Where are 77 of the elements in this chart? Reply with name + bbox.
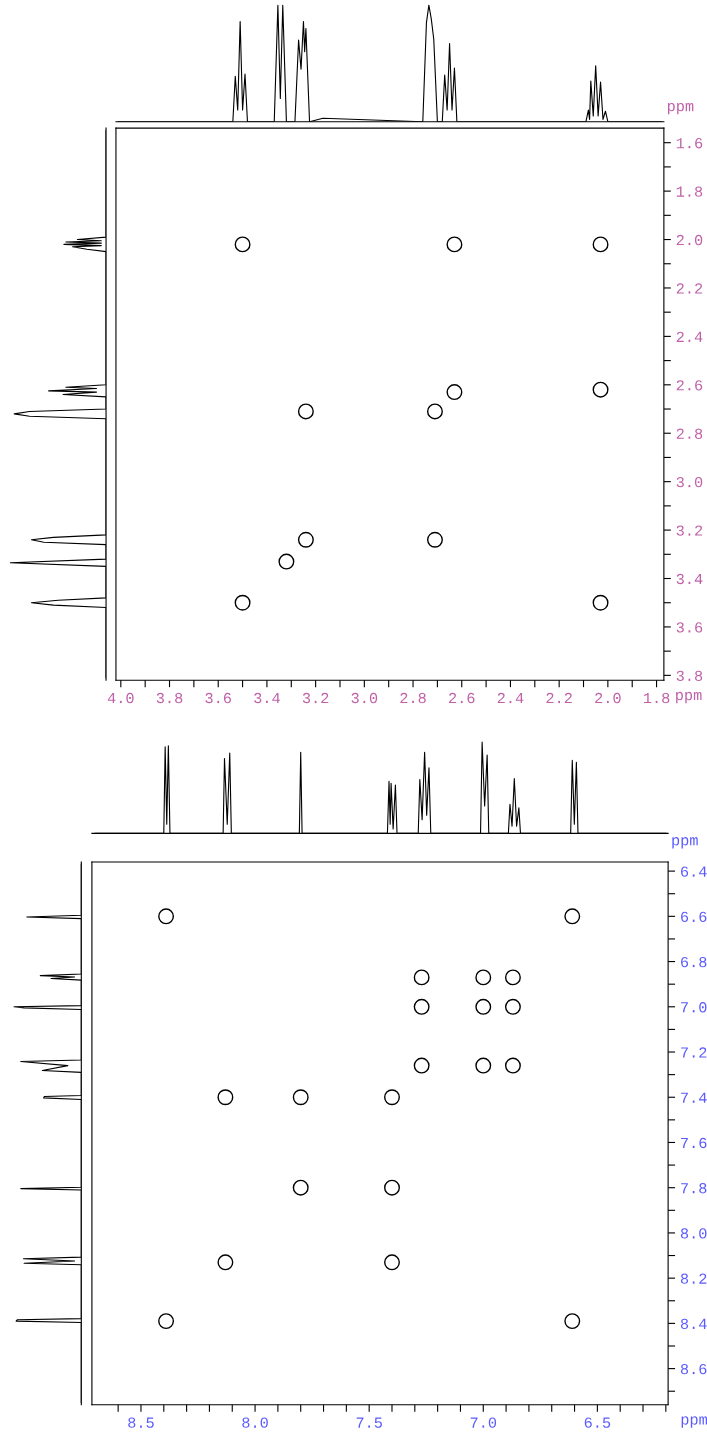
point <box>504 998 521 1015</box>
y-tick-label: 7.0 <box>681 1002 707 1013</box>
x-tick-label: 3.6 <box>205 692 231 704</box>
x-tick-label: 3.2 <box>302 692 329 704</box>
point <box>475 1057 492 1074</box>
point <box>426 403 443 420</box>
point <box>475 998 492 1015</box>
point <box>217 1089 234 1106</box>
y-tick-label: 3.2 <box>676 525 703 536</box>
y-tick-label: 6.6 <box>681 911 707 923</box>
y-tick-label: 7.4 <box>681 1092 707 1103</box>
point <box>504 969 521 986</box>
point <box>504 1057 521 1074</box>
point <box>158 1313 175 1330</box>
y-tick-label: 2.4 <box>676 331 703 342</box>
point <box>564 908 581 925</box>
x-tick-label: 2.2 <box>546 692 572 704</box>
point <box>234 594 251 611</box>
y-axis-title: ppm <box>672 837 698 849</box>
y-tick-label: 8.4 <box>680 1318 707 1330</box>
x-tick-label: 3.4 <box>254 692 280 704</box>
y-tick-label: 3.4 <box>676 573 703 585</box>
x-tick-label: 7.5 <box>356 1417 382 1428</box>
x-tick-label: 3.8 <box>156 692 183 704</box>
point <box>413 969 430 986</box>
point <box>413 998 430 1015</box>
y-tick-label: 1.6 <box>676 138 703 149</box>
x-tick-label: 4.0 <box>107 692 134 704</box>
x-tick-label: 2.6 <box>449 692 475 704</box>
y-tick-label: 7.6 <box>681 1137 707 1149</box>
x-axis-title: ppm <box>676 691 702 704</box>
point <box>475 969 492 986</box>
y-tick-label: 6.4 <box>681 866 707 877</box>
point <box>592 236 609 253</box>
y-tick-label: 7.2 <box>681 1047 707 1058</box>
point <box>292 1089 309 1106</box>
x-tick-label: 6.5 <box>584 1417 611 1428</box>
point <box>278 553 295 570</box>
y-tick-label: 3.8 <box>676 670 703 682</box>
x-tick-label: 1.8 <box>643 692 670 704</box>
point <box>292 1179 309 1196</box>
y-tick-label: 3.6 <box>676 622 703 633</box>
y-tick-label: 8.2 <box>680 1273 707 1284</box>
point <box>413 1057 430 1074</box>
y-tick-label: 2.8 <box>676 428 703 439</box>
point <box>297 403 314 420</box>
point <box>234 236 251 253</box>
x-tick-label: 2.0 <box>595 692 621 704</box>
x-tick-label: 3.0 <box>351 692 378 704</box>
x-tick-label: 7.0 <box>470 1417 497 1428</box>
y-tick-label: 1.8 <box>676 186 703 197</box>
x-tick-label: 2.4 <box>497 692 524 704</box>
point <box>446 236 463 253</box>
y-tick-label: 3.0 <box>676 476 703 488</box>
point <box>297 531 314 548</box>
y-tick-label: 8.6 <box>680 1363 707 1375</box>
point <box>446 384 463 401</box>
point <box>592 381 609 398</box>
x-axis-title: ppm <box>681 1416 707 1428</box>
x-tick-label: 2.8 <box>400 692 426 704</box>
point <box>592 594 609 611</box>
point <box>426 531 443 548</box>
y-tick-label: 2.6 <box>676 380 703 391</box>
y-tick-label: 2.2 <box>676 283 703 294</box>
y-axis-title: ppm <box>667 102 694 115</box>
point <box>158 908 175 925</box>
y-tick-label: 2.0 <box>676 234 703 246</box>
point <box>384 1254 400 1271</box>
point <box>564 1313 581 1330</box>
x-tick-label: 8.5 <box>128 1417 154 1428</box>
y-tick-label: 6.8 <box>681 956 707 968</box>
point <box>217 1254 234 1271</box>
x-tick-label: 8.0 <box>242 1417 268 1428</box>
point <box>384 1179 400 1196</box>
y-tick-label: 8.0 <box>680 1228 707 1239</box>
point <box>384 1089 400 1106</box>
y-tick-label: 7.8 <box>681 1183 707 1194</box>
